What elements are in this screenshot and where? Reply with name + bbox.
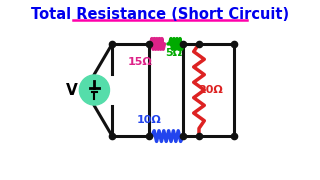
Text: V: V [67, 82, 78, 98]
Text: 10Ω: 10Ω [137, 115, 162, 125]
Text: 15Ω: 15Ω [127, 57, 152, 67]
Text: 5Ω: 5Ω [165, 48, 182, 58]
Circle shape [79, 75, 109, 105]
Text: Total Resistance (Short Circuit): Total Resistance (Short Circuit) [31, 7, 289, 22]
Text: 20Ω: 20Ω [198, 85, 223, 95]
